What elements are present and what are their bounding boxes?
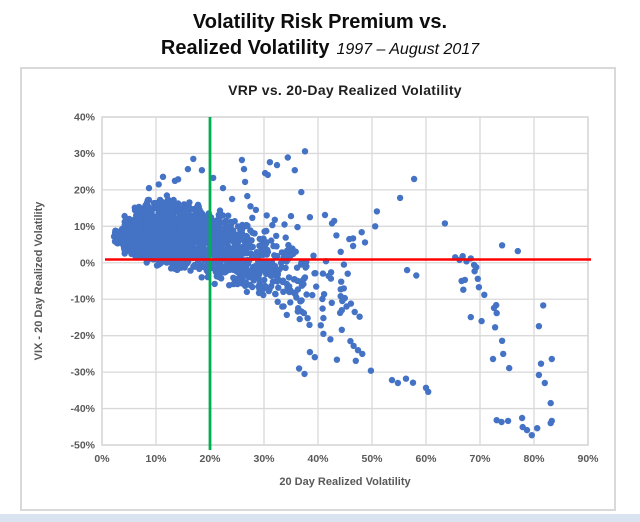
svg-text:30%: 30% [74,148,96,160]
svg-text:40%: 40% [307,453,329,465]
axis-tick-labels: 0% 10% 20% 30% 40% 50% 60% 70% 80% 90% 40% 30% 20% 10… [70,112,599,466]
chart-panel: VRP vs. 20-Day Realized Volatility 0% 10%… [20,67,616,511]
svg-text:0%: 0% [94,453,110,465]
svg-text:-30%: -30% [70,367,95,379]
svg-text:60%: 60% [415,453,437,465]
svg-text:70%: 70% [469,453,491,465]
svg-text:20%: 20% [199,453,221,465]
main-title-line2: Realized Volatility 1997 – August 2017 [0,35,640,63]
svg-text:0%: 0% [80,257,96,269]
svg-text:10%: 10% [74,221,96,233]
svg-text:10%: 10% [145,453,167,465]
svg-text:-50%: -50% [70,440,95,452]
grid-layer [101,116,589,446]
points-layer [110,148,555,439]
svg-text:-10%: -10% [70,294,95,306]
scatter-plot: 0% 10% 20% 30% 40% 50% 60% 70% 80% 90% 40% 30% 20% 10… [70,112,599,466]
svg-text:-40%: -40% [70,403,95,415]
svg-text:50%: 50% [361,453,383,465]
svg-text:30%: 30% [253,453,275,465]
reference-lines [105,117,591,450]
main-title-line1: Volatility Risk Premium vs. [192,11,448,33]
bottom-strip [0,514,640,522]
chart-title: VRP vs. 20-Day Realized Volatility [228,82,462,98]
x-axis-title: 20 Day Realized Volatility [279,476,411,488]
svg-text:80%: 80% [523,453,545,465]
svg-text:20%: 20% [74,184,96,196]
y-axis-title: VIX - 20 Day Realized Volatility [33,201,45,361]
main-title-period: 1997 – August 2017 [336,41,480,58]
main-title: Volatility Risk Premium vs. Realized Vol… [0,9,640,63]
main-title-line2-bold: Realized Volatility [160,37,330,59]
svg-text:40%: 40% [74,112,96,124]
svg-text:90%: 90% [577,453,599,465]
svg-text:-20%: -20% [70,330,95,342]
